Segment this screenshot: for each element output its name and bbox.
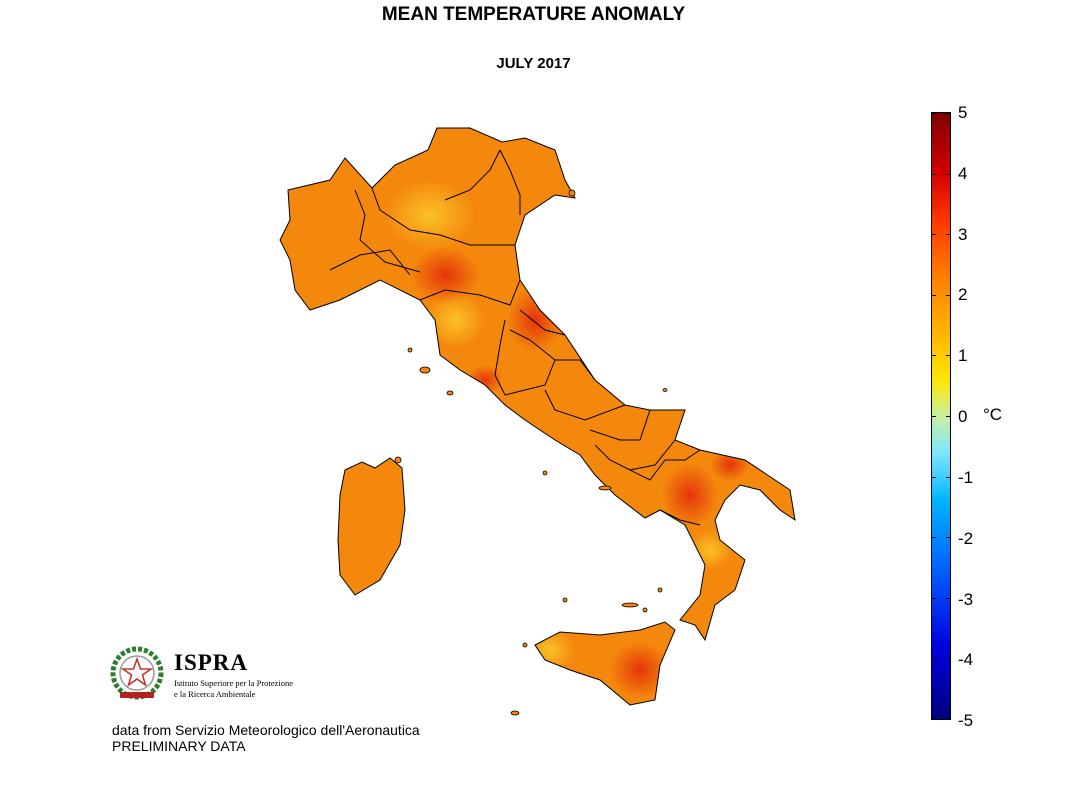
logo-subtitle: Istituto Superiore per la Protezione e l… <box>174 678 324 700</box>
colorbar-tick-label: 0 <box>958 407 968 426</box>
logo-subtitle-line: e la Ricerca Ambientale <box>174 689 256 699</box>
colorbar-tick-label: -4 <box>958 650 974 669</box>
map-title: MEAN TEMPERATURE ANOMALY <box>381 4 686 25</box>
logo-name: ISPRA <box>174 650 249 675</box>
colorbar-unit: °C <box>983 405 1003 424</box>
colorbar-tick-label: -2 <box>958 529 974 548</box>
colorbar-tick-label: 2 <box>958 285 968 304</box>
italian-emblem-icon <box>110 646 164 700</box>
source-note: data from Servizio Meteorologico dell'Ae… <box>112 722 420 738</box>
colorbar-tick-label: 3 <box>958 225 968 244</box>
colorbar-tick-label: 1 <box>958 346 968 365</box>
status-note: PRELIMINARY DATA <box>112 738 246 754</box>
logo-subtitle-line: Istituto Superiore per la Protezione <box>174 678 293 688</box>
colorbar <box>931 112 951 720</box>
italy-anomaly-map <box>279 127 796 716</box>
colorbar-tick-label: -5 <box>958 711 974 730</box>
colorbar-tick-label: -3 <box>958 590 974 609</box>
map-subtitle: JULY 2017 <box>496 55 571 72</box>
ispra-logo: ISPRA Istituto Superiore per la Protezio… <box>110 646 310 708</box>
colorbar-tick-label: 4 <box>958 164 968 183</box>
colorbar-tick-label: 5 <box>958 103 968 122</box>
colorbar-tick-label: -1 <box>958 468 974 487</box>
